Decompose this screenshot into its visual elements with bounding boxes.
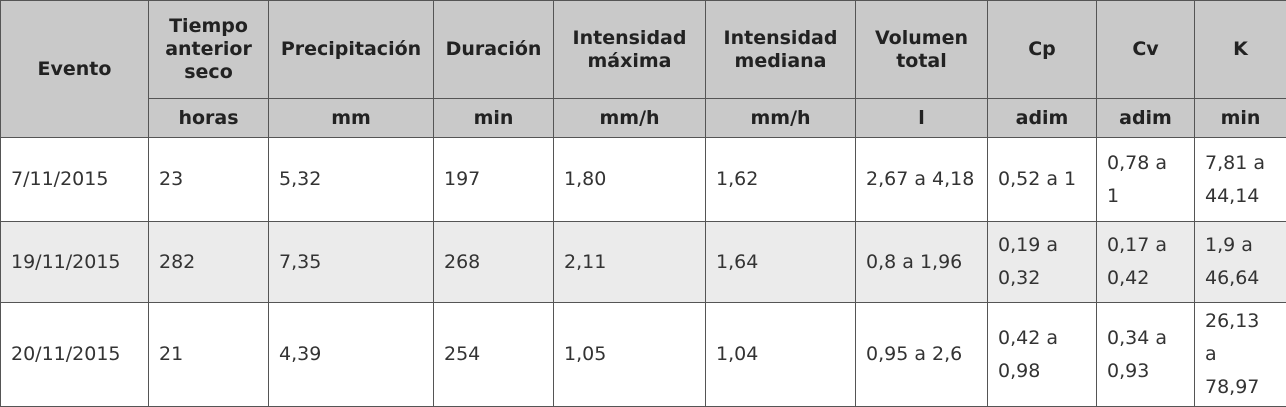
unit-cell: horas — [149, 99, 269, 138]
table-cell: 7,35 — [269, 222, 434, 303]
table-cell: 2,11 — [554, 222, 706, 303]
table-cell: 7/11/2015 — [1, 138, 149, 222]
table-cell: 254 — [434, 303, 554, 407]
unit-cell: adim — [988, 99, 1097, 138]
unit-cell: mm — [269, 99, 434, 138]
table-cell: 26,13 a 78,97 — [1195, 303, 1286, 407]
header-cell: Duración — [434, 1, 554, 99]
unit-cell: min — [434, 99, 554, 138]
table-cell: 0,52 a 1 — [988, 138, 1097, 222]
table-cell: 19/11/2015 — [1, 222, 149, 303]
table-cell: 197 — [434, 138, 554, 222]
table-cell: 1,04 — [706, 303, 856, 407]
table-cell: 4,39 — [269, 303, 434, 407]
table-cell: 1,80 — [554, 138, 706, 222]
table-cell: 0,78 a 1 — [1097, 138, 1195, 222]
table-cell: 0,34 a 0,93 — [1097, 303, 1195, 407]
header-cell: K — [1195, 1, 1286, 99]
table-cell: 0,19 a 0,32 — [988, 222, 1097, 303]
table-cell: 268 — [434, 222, 554, 303]
table-cell: 1,9 a 46,64 — [1195, 222, 1286, 303]
header-cell: Intensidad máxima — [554, 1, 706, 99]
unit-cell: mm/h — [554, 99, 706, 138]
table-cell: 1,64 — [706, 222, 856, 303]
table-cell: 1,05 — [554, 303, 706, 407]
table-cell: 21 — [149, 303, 269, 407]
unit-cell: l — [856, 99, 988, 138]
table-cell: 1,62 — [706, 138, 856, 222]
header-cell: Evento — [1, 1, 149, 138]
header-cell: Volumen total — [856, 1, 988, 99]
table-cell: 7,81 a 44,14 — [1195, 138, 1286, 222]
header-cell: Cv — [1097, 1, 1195, 99]
unit-cell: adim — [1097, 99, 1195, 138]
table-cell: 0,42 a 0,98 — [988, 303, 1097, 407]
table-cell: 2,67 a 4,18 — [856, 138, 988, 222]
table-cell: 20/11/2015 — [1, 303, 149, 407]
table-cell: 5,32 — [269, 138, 434, 222]
table-cell: 0,17 a 0,42 — [1097, 222, 1195, 303]
unit-cell: mm/h — [706, 99, 856, 138]
table-cell: 0,8 a 1,96 — [856, 222, 988, 303]
header-cell: Intensidad mediana — [706, 1, 856, 99]
header-cell: Cp — [988, 1, 1097, 99]
header-cell: Tiempo anterior seco — [149, 1, 269, 99]
table-cell: 0,95 a 2,6 — [856, 303, 988, 407]
header-cell: Precipitación — [269, 1, 434, 99]
table-cell: 282 — [149, 222, 269, 303]
unit-cell: min — [1195, 99, 1286, 138]
table-cell: 23 — [149, 138, 269, 222]
